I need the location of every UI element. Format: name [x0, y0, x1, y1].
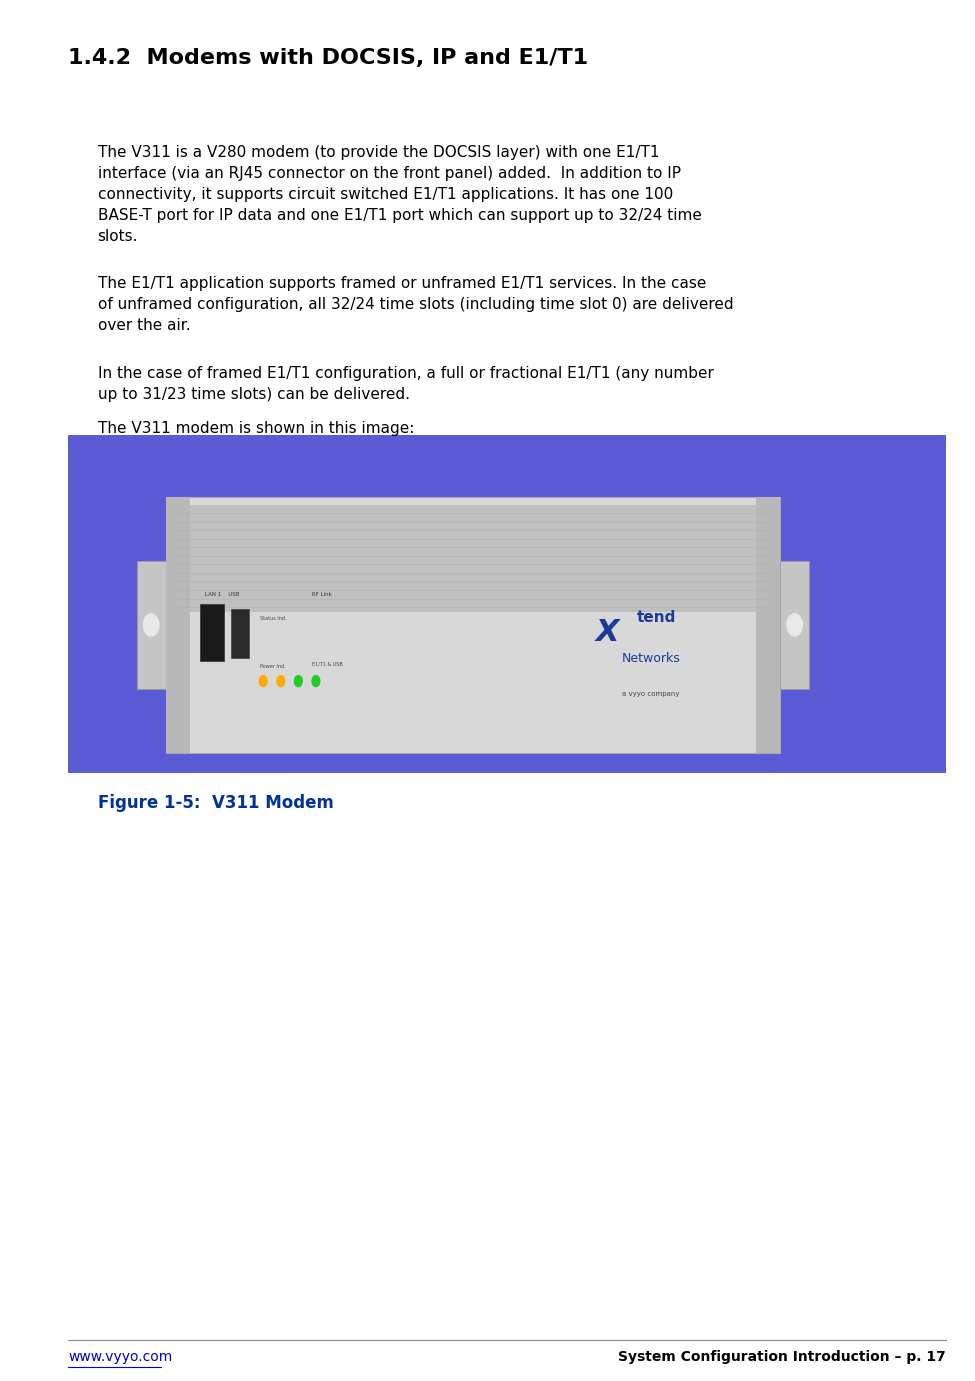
- Text: X: X: [596, 619, 619, 648]
- Text: a vyyo company: a vyyo company: [622, 690, 680, 697]
- FancyBboxPatch shape: [756, 497, 780, 753]
- Text: Status Ind.: Status Ind.: [260, 616, 287, 621]
- Text: Power Ind.: Power Ind.: [260, 664, 286, 668]
- Text: The V311 is a V280 modem (to provide the DOCSIS layer) with one E1/T1
interface : The V311 is a V280 modem (to provide the…: [98, 145, 701, 244]
- Circle shape: [277, 675, 285, 686]
- FancyBboxPatch shape: [166, 505, 780, 612]
- Text: The E1/T1 application supports framed or unframed E1/T1 services. In the case
of: The E1/T1 application supports framed or…: [98, 276, 733, 333]
- Circle shape: [312, 675, 320, 686]
- Text: Figure 1-5:  V311 Modem: Figure 1-5: V311 Modem: [98, 794, 333, 812]
- Circle shape: [294, 675, 302, 686]
- Circle shape: [787, 613, 802, 635]
- Text: Networks: Networks: [622, 652, 681, 664]
- Text: System Configuration Introduction – p. 17: System Configuration Introduction – p. 1…: [618, 1351, 946, 1364]
- Circle shape: [143, 613, 159, 635]
- Text: E1/T1 & USB: E1/T1 & USB: [312, 661, 343, 667]
- FancyBboxPatch shape: [68, 435, 946, 773]
- Text: www.vyyo.com: www.vyyo.com: [68, 1351, 173, 1364]
- Text: LAN 1    USB: LAN 1 USB: [205, 592, 239, 598]
- Circle shape: [259, 675, 267, 686]
- Text: In the case of framed E1/T1 configuration, a full or fractional E1/T1 (any numbe: In the case of framed E1/T1 configuratio…: [98, 366, 714, 402]
- FancyBboxPatch shape: [200, 605, 224, 660]
- Text: RF Link: RF Link: [312, 592, 332, 598]
- FancyBboxPatch shape: [166, 497, 190, 753]
- Text: tend: tend: [637, 610, 676, 624]
- FancyBboxPatch shape: [166, 497, 780, 753]
- Text: The V311 modem is shown in this image:: The V311 modem is shown in this image:: [98, 421, 413, 436]
- FancyBboxPatch shape: [136, 561, 166, 689]
- Text: 1.4.2  Modems with DOCSIS, IP and E1/T1: 1.4.2 Modems with DOCSIS, IP and E1/T1: [68, 48, 588, 68]
- FancyBboxPatch shape: [780, 561, 809, 689]
- FancyBboxPatch shape: [231, 609, 249, 657]
